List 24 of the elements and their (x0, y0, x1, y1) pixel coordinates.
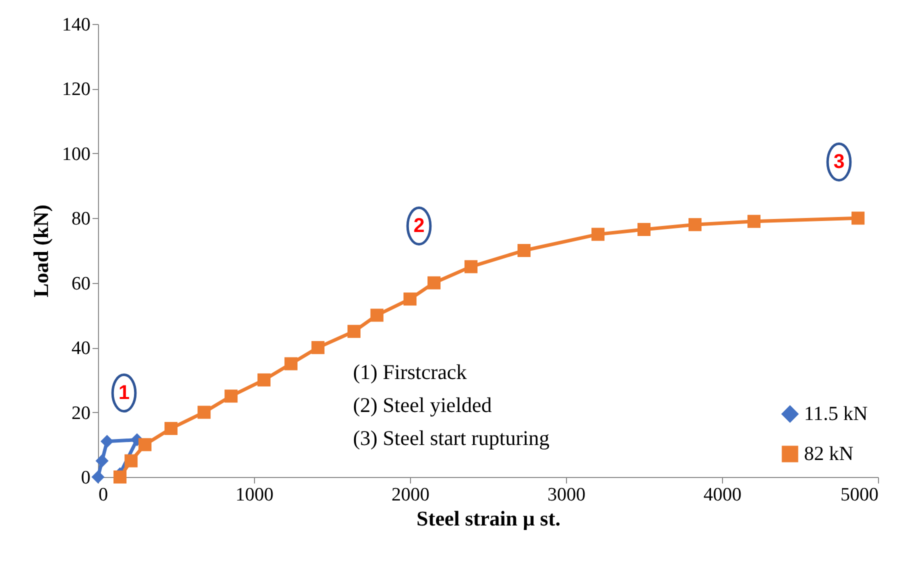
legend-label: 11.5 kN (804, 403, 868, 425)
y-tick-label: 20 (72, 402, 90, 424)
y-axis-title: Load (kN) (29, 204, 53, 298)
y-tick-label: 100 (62, 144, 90, 165)
y-tick-label: 60 (72, 273, 90, 294)
annotation: 3 (833, 151, 845, 173)
y-tick-label: 0 (81, 468, 90, 488)
y-tick-label: 140 (62, 14, 90, 36)
x-tick-label: 4000 (704, 484, 742, 506)
annotation: 2 (413, 215, 425, 237)
annotation: (2) Steel yielded (353, 393, 492, 417)
x-tick-label: 3000 (548, 484, 586, 506)
y-tick-label: 80 (72, 208, 90, 230)
y-tick-label: 40 (72, 338, 90, 360)
x-tick-label: 5000 (840, 484, 878, 506)
legend-label: 82 kN (804, 443, 854, 465)
x-tick-label: 1000 (236, 484, 274, 506)
annotation: (3) Steel start rupturing (353, 426, 550, 450)
annotation: 1 (118, 382, 130, 404)
y-tick-label: 120 (62, 79, 90, 100)
annotation: (1) Firstcrack (353, 360, 468, 384)
x-axis-title: Steel strain µ st. (416, 506, 560, 530)
x-tick-label: 2000 (392, 484, 430, 506)
x-tick-label: 0 (98, 484, 108, 506)
